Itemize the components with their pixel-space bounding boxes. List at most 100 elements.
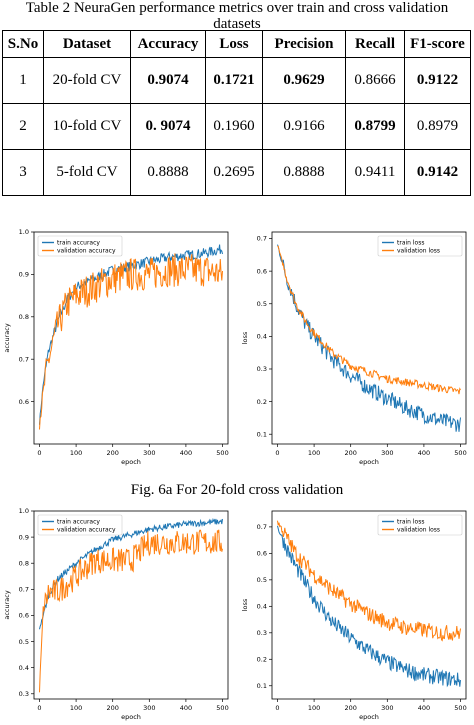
y-tick-label: 1.0 — [19, 507, 29, 515]
x-tick-label: 500 — [454, 704, 466, 712]
header-f1: F1-score — [404, 30, 471, 58]
cell-dataset: 10-fold CV — [43, 103, 131, 150]
cell-loss: 0.1721 — [205, 57, 263, 104]
x-axis-label: epoch — [121, 713, 141, 721]
x-tick-label: 300 — [143, 449, 155, 457]
cell-f1: 0.9142 — [404, 149, 471, 196]
cell-f1: 0.9122 — [404, 57, 471, 104]
y-tick-label: 0.6 — [257, 267, 267, 275]
y-tick-label: 0.4 — [19, 664, 29, 672]
series-line-train — [277, 244, 461, 432]
legend-box — [37, 235, 123, 257]
y-tick-label: 0.5 — [257, 300, 267, 308]
y-tick-label: 0.1 — [257, 430, 267, 438]
header-loss: Loss — [205, 30, 263, 58]
train-val-accuracy-chart-2: 0 100 200 300 400 500 0.3 0.4 0.5 0.6 0.7 0.8 0.9 1.0… — [0, 503, 236, 725]
table-caption-line1: Table 2 NeuraGen performance metrics ove… — [25, 0, 449, 16]
header-precision: Precision — [262, 30, 346, 58]
y-tick-label: 0.6 — [19, 612, 29, 620]
series-line-validation — [39, 253, 223, 430]
table-caption-line2: datasets — [213, 16, 261, 32]
x-tick-label: 400 — [418, 704, 430, 712]
legend-box — [377, 514, 463, 536]
x-tick-label: 300 — [381, 449, 393, 457]
x-tick-label: 500 — [454, 449, 466, 457]
cell-sno: 1 — [2, 57, 44, 104]
y-tick-label: 0.9 — [19, 271, 29, 279]
x-tick-label: 100 — [70, 449, 82, 457]
y-tick-label: 0.3 — [19, 690, 29, 698]
series-line-validation — [277, 520, 461, 642]
x-tick-label: 100 — [308, 449, 320, 457]
x-tick-label: 200 — [106, 449, 118, 457]
header-recall: Recall — [345, 30, 405, 58]
legend-label: validation accuracy — [57, 248, 116, 255]
y-tick-label: 0.6 — [257, 550, 267, 558]
train-val-accuracy-chart-1: 0 100 200 300 400 500 0.6 0.7 0.8 0.9 1.0 epoch accu… — [0, 224, 236, 470]
y-tick-label: 0.3 — [257, 629, 267, 637]
legend-label: train loss — [397, 240, 424, 247]
legend-label: train loss — [397, 519, 424, 526]
x-axis-label: epoch — [359, 458, 379, 466]
series-line-validation — [39, 529, 223, 693]
accuracy-plot-1: 0 100 200 300 400 500 0.6 0.7 0.8 0.9 1.0 epoch accu… — [3, 228, 229, 466]
y-axis-label: accuracy — [3, 323, 11, 352]
cell-f1: 0.8979 — [404, 103, 471, 150]
series-line-train — [39, 517, 223, 630]
cell-sno: 3 — [2, 149, 44, 196]
cell-precision: 0.9166 — [262, 103, 346, 150]
legend-box — [37, 514, 123, 536]
header-accuracy: Accuracy — [130, 30, 206, 58]
legend-box — [377, 235, 463, 257]
x-tick-label: 200 — [106, 704, 118, 712]
cell-precision: 0.9629 — [262, 57, 346, 104]
cell-recall: 0.9411 — [345, 149, 405, 196]
y-tick-label: 1.0 — [19, 228, 29, 236]
performance-table: S.No Dataset Accuracy Loss Precision Rec… — [2, 30, 471, 196]
y-tick-label: 0.7 — [257, 235, 267, 243]
y-tick-label: 0.7 — [19, 586, 29, 594]
y-axis-label: loss — [241, 598, 249, 611]
y-tick-label: 0.2 — [257, 398, 267, 406]
y-axis-label: loss — [241, 331, 249, 344]
legend-label: train accuracy — [57, 240, 100, 247]
x-tick-label: 200 — [344, 449, 356, 457]
x-tick-label: 0 — [275, 704, 279, 712]
series-line-validation — [277, 245, 461, 395]
x-tick-label: 400 — [418, 449, 430, 457]
accuracy-plot-2: 0 100 200 300 400 500 0.3 0.4 0.5 0.6 0.7 0.8 0.9 1.0… — [3, 507, 229, 721]
train-val-loss-chart-2: 0 100 200 300 400 500 0.1 0.2 0.3 0.4 0.5 0.6 0.7 epo… — [238, 503, 474, 725]
cell-accuracy: 0. 9074 — [130, 103, 206, 150]
y-tick-label: 0.4 — [257, 333, 267, 341]
y-tick-label: 0.4 — [257, 603, 267, 611]
y-tick-label: 0.5 — [19, 638, 29, 646]
x-axis-label: epoch — [121, 458, 141, 466]
x-tick-label: 500 — [216, 449, 228, 457]
x-tick-label: 500 — [216, 704, 228, 712]
y-axis-label: accuracy — [3, 590, 11, 619]
y-tick-label: 0.6 — [19, 398, 29, 406]
y-tick-label: 0.9 — [19, 533, 29, 541]
plot-frame — [33, 510, 229, 700]
y-tick-label: 0.5 — [257, 576, 267, 584]
table-row: 2 10-fold CV 0. 9074 0.1960 0.9166 0.879… — [2, 103, 471, 150]
series-line-train — [277, 525, 461, 688]
cell-loss: 0.2695 — [205, 149, 263, 196]
legend-label: train accuracy — [57, 519, 100, 526]
x-tick-label: 400 — [180, 704, 192, 712]
cell-recall: 0.8666 — [345, 57, 405, 104]
x-axis-label: epoch — [359, 713, 379, 721]
x-tick-label: 100 — [70, 704, 82, 712]
x-tick-label: 300 — [143, 704, 155, 712]
cell-recall: 0.8799 — [345, 103, 405, 150]
loss-plot-2: 0 100 200 300 400 500 0.1 0.2 0.3 0.4 0.5 0.6 0.7 epo… — [241, 510, 467, 721]
cell-dataset: 20-fold CV — [43, 57, 131, 104]
cell-precision: 0.8888 — [262, 149, 346, 196]
cell-accuracy: 0.9074 — [130, 57, 206, 104]
cell-sno: 2 — [2, 103, 44, 150]
y-tick-label: 0.1 — [257, 682, 267, 690]
x-tick-label: 0 — [37, 704, 41, 712]
y-tick-label: 0.7 — [257, 523, 267, 531]
cell-dataset: 5-fold CV — [43, 149, 131, 196]
x-tick-label: 200 — [344, 704, 356, 712]
